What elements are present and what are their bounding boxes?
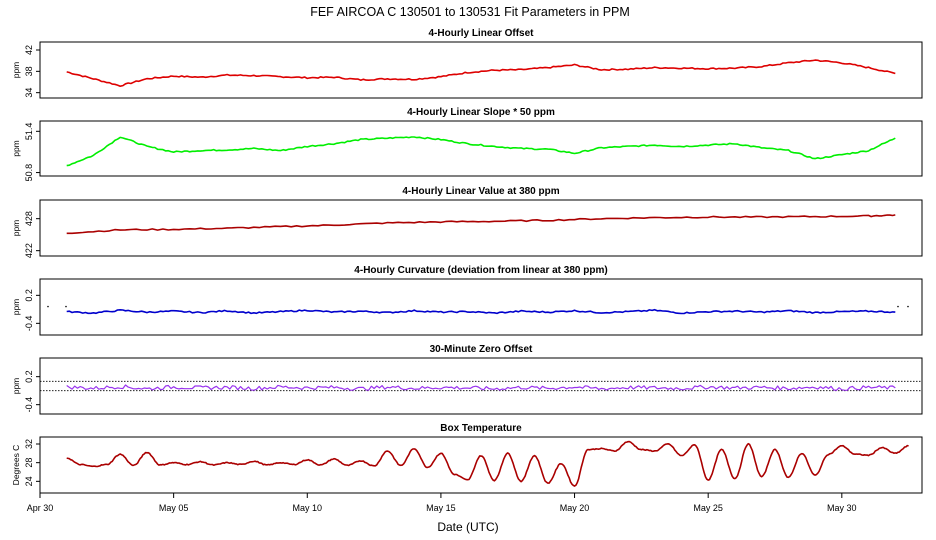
y-tick-label: 0.2 (24, 289, 34, 302)
panel-frame (39, 41, 923, 99)
y-tick-label: 34 (24, 88, 34, 98)
x-tick-label: Apr 30 (27, 503, 54, 513)
x-tick-label: May 30 (827, 503, 857, 513)
panels: 4-Hourly Linear Offsetppm3438424-Hourly … (11, 28, 923, 494)
panel-title: 4-Hourly Linear Offset (428, 28, 534, 39)
y-tick-label: 24 (24, 476, 34, 486)
panel-6: Box Temperature Degrees C 24 28 32 (11, 423, 923, 494)
series-line (66, 440, 909, 487)
x-axis: Apr 30 May 05 May 10 May 15 May 20 May 25 May … (27, 493, 857, 513)
series-line (66, 59, 896, 87)
y-tick-label: -0.4 (24, 397, 34, 413)
panel-title: 4-Hourly Linear Value at 380 ppm (402, 186, 559, 197)
data-point (897, 305, 899, 308)
data-point (47, 305, 49, 308)
y-tick-label: -0.4 (24, 316, 34, 332)
y-axis-label: ppm (11, 220, 21, 237)
y-tick-label: 51.4 (24, 123, 34, 141)
x-tick-label: May 10 (293, 503, 323, 513)
x-tick-label: May 20 (560, 503, 590, 513)
y-axis-label: ppm (11, 299, 21, 316)
y-tick-label: 42 (24, 45, 34, 55)
y-tick-label: 422 (24, 243, 34, 258)
y-tick-label: 428 (24, 211, 34, 226)
x-tick-label: May 15 (426, 503, 456, 513)
y-tick-label: 28 (24, 458, 34, 468)
panel-frame (39, 278, 923, 336)
panel-5: 30-Minute Zero Offset ppm-0.4 0.2 (11, 344, 923, 415)
main-title: FEF AIRCOA C 130501 to 130531 Fit Parame… (310, 5, 630, 19)
panel-frame (39, 357, 923, 415)
y-axis-label: Degrees C (11, 445, 21, 486)
y-tick-label: 50.8 (24, 164, 34, 182)
y-tick-label: 0.2 (24, 370, 34, 383)
panel-title: Box Temperature (440, 423, 522, 434)
x-tick-label: May 05 (159, 503, 189, 513)
x-axis-label: Date (UTC) (437, 520, 498, 534)
panel-title: 30-Minute Zero Offset (430, 344, 533, 355)
series-line (66, 214, 896, 235)
data-point (65, 305, 67, 308)
y-tick-label: 32 (24, 439, 34, 449)
y-tick-label: 38 (24, 66, 34, 76)
panel-frame (39, 120, 923, 177)
panel-4: 4-Hourly Curvature (deviation from linea… (11, 265, 923, 336)
data-point (907, 305, 909, 308)
x-tick-label: May 25 (693, 503, 723, 513)
panel-frame (39, 436, 923, 494)
panel-title: 4-Hourly Curvature (deviation from linea… (354, 265, 607, 276)
panel-title: 4-Hourly Linear Slope * 50 ppm (407, 107, 555, 118)
y-axis-label: ppm (11, 140, 21, 157)
series-line (66, 308, 896, 315)
panel-frame (39, 199, 923, 257)
y-axis-label: ppm (11, 378, 21, 395)
series-line (66, 136, 896, 167)
y-axis-label: ppm (11, 62, 21, 79)
series-line (66, 384, 896, 391)
